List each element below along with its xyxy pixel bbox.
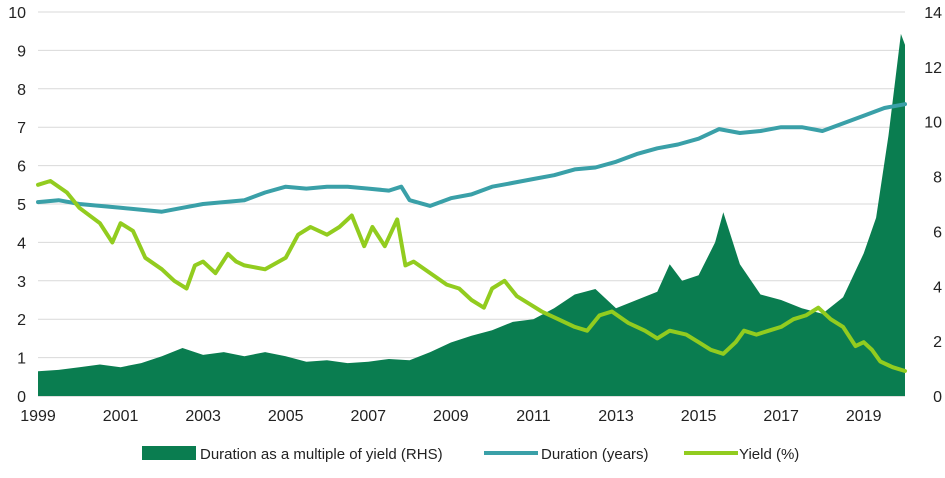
- y-axis-right: 0 2 4 6 8 10 12 14: [924, 5, 942, 406]
- x-tick-label: 2001: [103, 408, 139, 425]
- legend-label: Duration as a multiple of yield (RHS): [200, 446, 443, 463]
- y-tick-label-right: 14: [924, 5, 942, 22]
- x-tick-label: 2007: [350, 408, 386, 425]
- legend-swatch-area: [142, 446, 196, 460]
- y-tick-label-left: 10: [8, 5, 26, 22]
- y-tick-label-left: 4: [17, 235, 26, 252]
- y-tick-label-left: 0: [17, 389, 26, 406]
- x-tick-label: 2019: [846, 408, 882, 425]
- x-tick-label: 1999: [20, 408, 56, 425]
- series-line-yield: [36, 179, 907, 373]
- y-tick-label-right: 2: [933, 334, 942, 351]
- legend-label: Duration (years): [541, 446, 649, 463]
- y-tick-label-right: 0: [933, 389, 942, 406]
- y-tick-label-left: 8: [17, 82, 26, 99]
- x-tick-label: 2015: [681, 408, 717, 425]
- y-tick-label-right: 10: [924, 115, 942, 132]
- y-tick-label-left: 3: [17, 274, 26, 291]
- y-tick-label-right: 12: [924, 60, 942, 77]
- y-axis-left: 0 1 2 3 4 5 6 7 8 9 10: [8, 5, 26, 406]
- y-tick-label-right: 6: [933, 224, 942, 241]
- legend: Duration as a multiple of yield (RHS) Dur…: [142, 446, 799, 463]
- x-axis: 1999 2001 2003 2005 2007 2009 2011 2013 2015 2017…: [20, 408, 881, 425]
- x-tick-label: 2011: [516, 408, 551, 425]
- x-tick-label: 2003: [185, 408, 221, 425]
- series-area-duration-multiple: [38, 33, 905, 397]
- y-tick-label-left: 5: [17, 197, 26, 214]
- x-tick-label: 2017: [763, 408, 799, 425]
- y-tick-label-left: 7: [17, 120, 26, 137]
- legend-label: Yield (%): [739, 446, 799, 463]
- series-line-duration: [36, 102, 907, 214]
- y-tick-label-right: 8: [933, 170, 942, 187]
- y-tick-label-left: 2: [17, 312, 26, 329]
- x-tick-label: 2009: [433, 408, 469, 425]
- y-tick-label-left: 1: [17, 351, 26, 368]
- y-tick-label-left: 6: [17, 159, 26, 176]
- y-tick-label-left: 9: [17, 43, 26, 60]
- series-layer: [36, 33, 907, 397]
- y-tick-label-right: 4: [933, 279, 942, 296]
- x-tick-label: 2013: [598, 408, 634, 425]
- x-tick-label: 2005: [268, 408, 304, 425]
